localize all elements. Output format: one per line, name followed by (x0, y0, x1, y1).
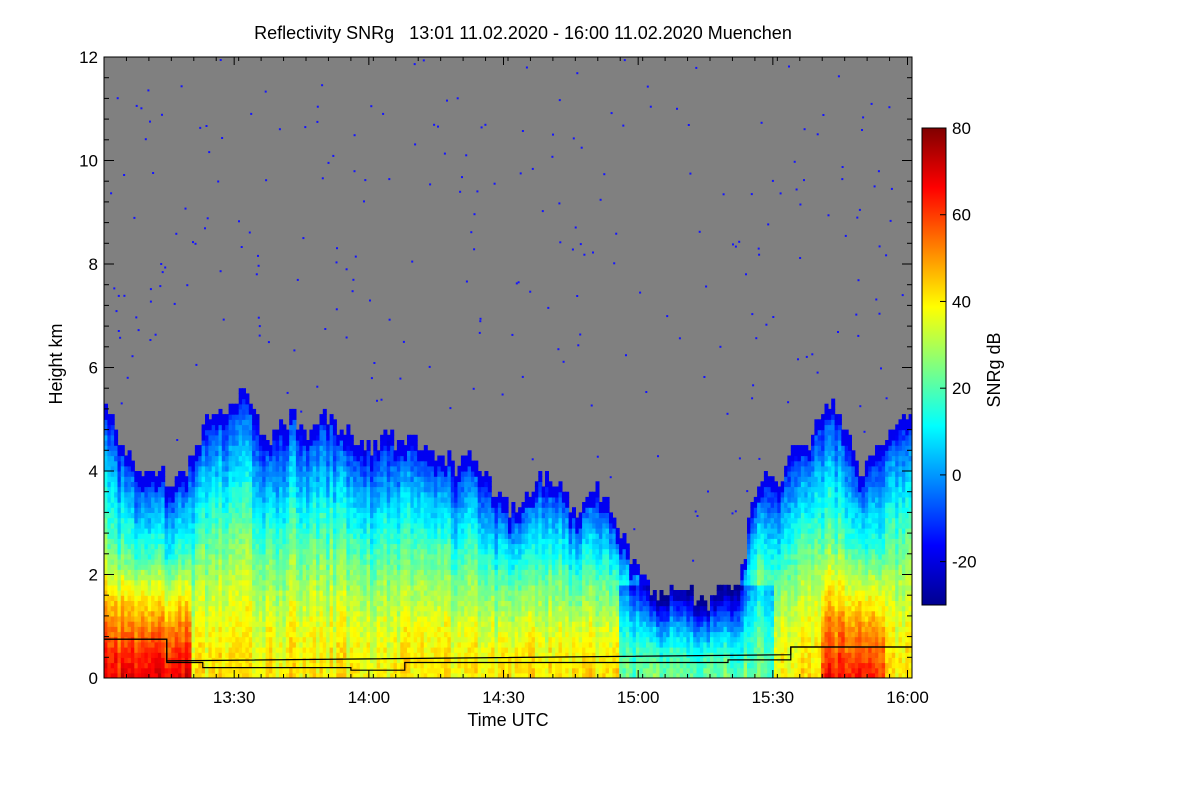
colorbar-axis: -20 0 20 40 60 80 (940, 119, 977, 572)
x-axis-title: Time UTC (467, 710, 548, 730)
x-tick-label: 14:30 (482, 688, 525, 707)
y-tick-label: 4 (89, 462, 98, 481)
colorbar-tick-label: -20 (952, 553, 977, 572)
chart-title: Reflectivity SNRg 13:01 11.02.2020 - 16:… (254, 23, 792, 43)
y-tick-label: 10 (79, 152, 98, 171)
reflectivity-field (104, 57, 912, 678)
boundary-layer-line (104, 638, 912, 671)
y-tick-label: 8 (89, 255, 98, 274)
colorbar-title: SNRg dB (984, 332, 1004, 407)
y-tick-label: 0 (89, 669, 98, 688)
colorbar-tick-label: 20 (952, 379, 971, 398)
colorbar-tick-label: 60 (952, 206, 971, 225)
y-tick-label: 6 (89, 359, 98, 378)
y-tick-label: 12 (79, 48, 98, 67)
colorbar-tick-label: 40 (952, 292, 971, 311)
y-axis-title: Height km (46, 323, 66, 404)
x-tick-label: 13:30 (213, 688, 256, 707)
colorbar-tick-label: 0 (952, 466, 961, 485)
x-tick-label: 16:00 (886, 688, 929, 707)
colorbar (921, 127, 947, 606)
y-axis: 0 2 4 6 8 10 12 (79, 48, 912, 688)
x-tick-label: 15:00 (617, 688, 660, 707)
x-tick-label: 14:00 (348, 688, 391, 707)
boundary-layer-lines (104, 638, 912, 671)
x-tick-label: 15:30 (752, 688, 795, 707)
x-axis: 13:30 14:00 14:30 15:00 15:30 16:00 (103, 57, 929, 707)
y-tick-label: 2 (89, 566, 98, 585)
colorbar-tick-label: 80 (952, 119, 971, 138)
upper-layer-line (104, 638, 912, 662)
